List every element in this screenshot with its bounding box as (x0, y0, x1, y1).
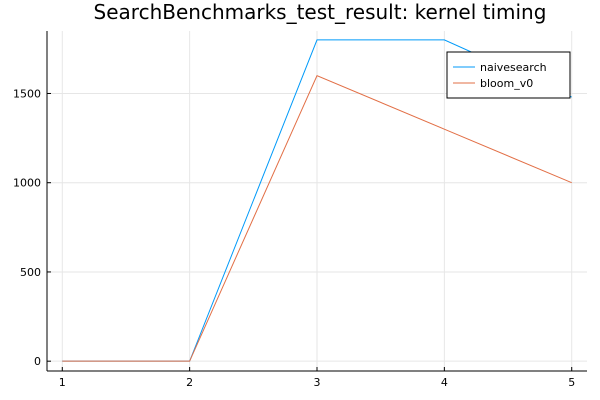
x-tick-label: 5 (568, 376, 575, 389)
legend: naivesearch bloom_v0 (446, 51, 571, 99)
x-tick-label: 2 (186, 376, 193, 389)
legend-label: bloom_v0 (480, 77, 533, 90)
legend-box (446, 51, 571, 99)
axes (46, 31, 587, 372)
y-tick-label: 1000 (13, 177, 41, 190)
chart-title: SearchBenchmarks_test_result: kernel tim… (94, 0, 547, 24)
series-line-bloom-v0 (62, 74, 572, 362)
y-tick-label: 500 (20, 266, 41, 279)
legend-label: naivesearch (480, 61, 547, 74)
x-tick-label: 4 (441, 376, 448, 389)
y-tick-label: 1500 (13, 87, 41, 100)
tick-labels: 1 2 3 4 5 0 500 1000 1500 (13, 87, 575, 389)
x-tick-label: 1 (59, 376, 66, 389)
x-tick-label: 3 (314, 376, 321, 389)
y-tick-label: 0 (34, 355, 41, 368)
